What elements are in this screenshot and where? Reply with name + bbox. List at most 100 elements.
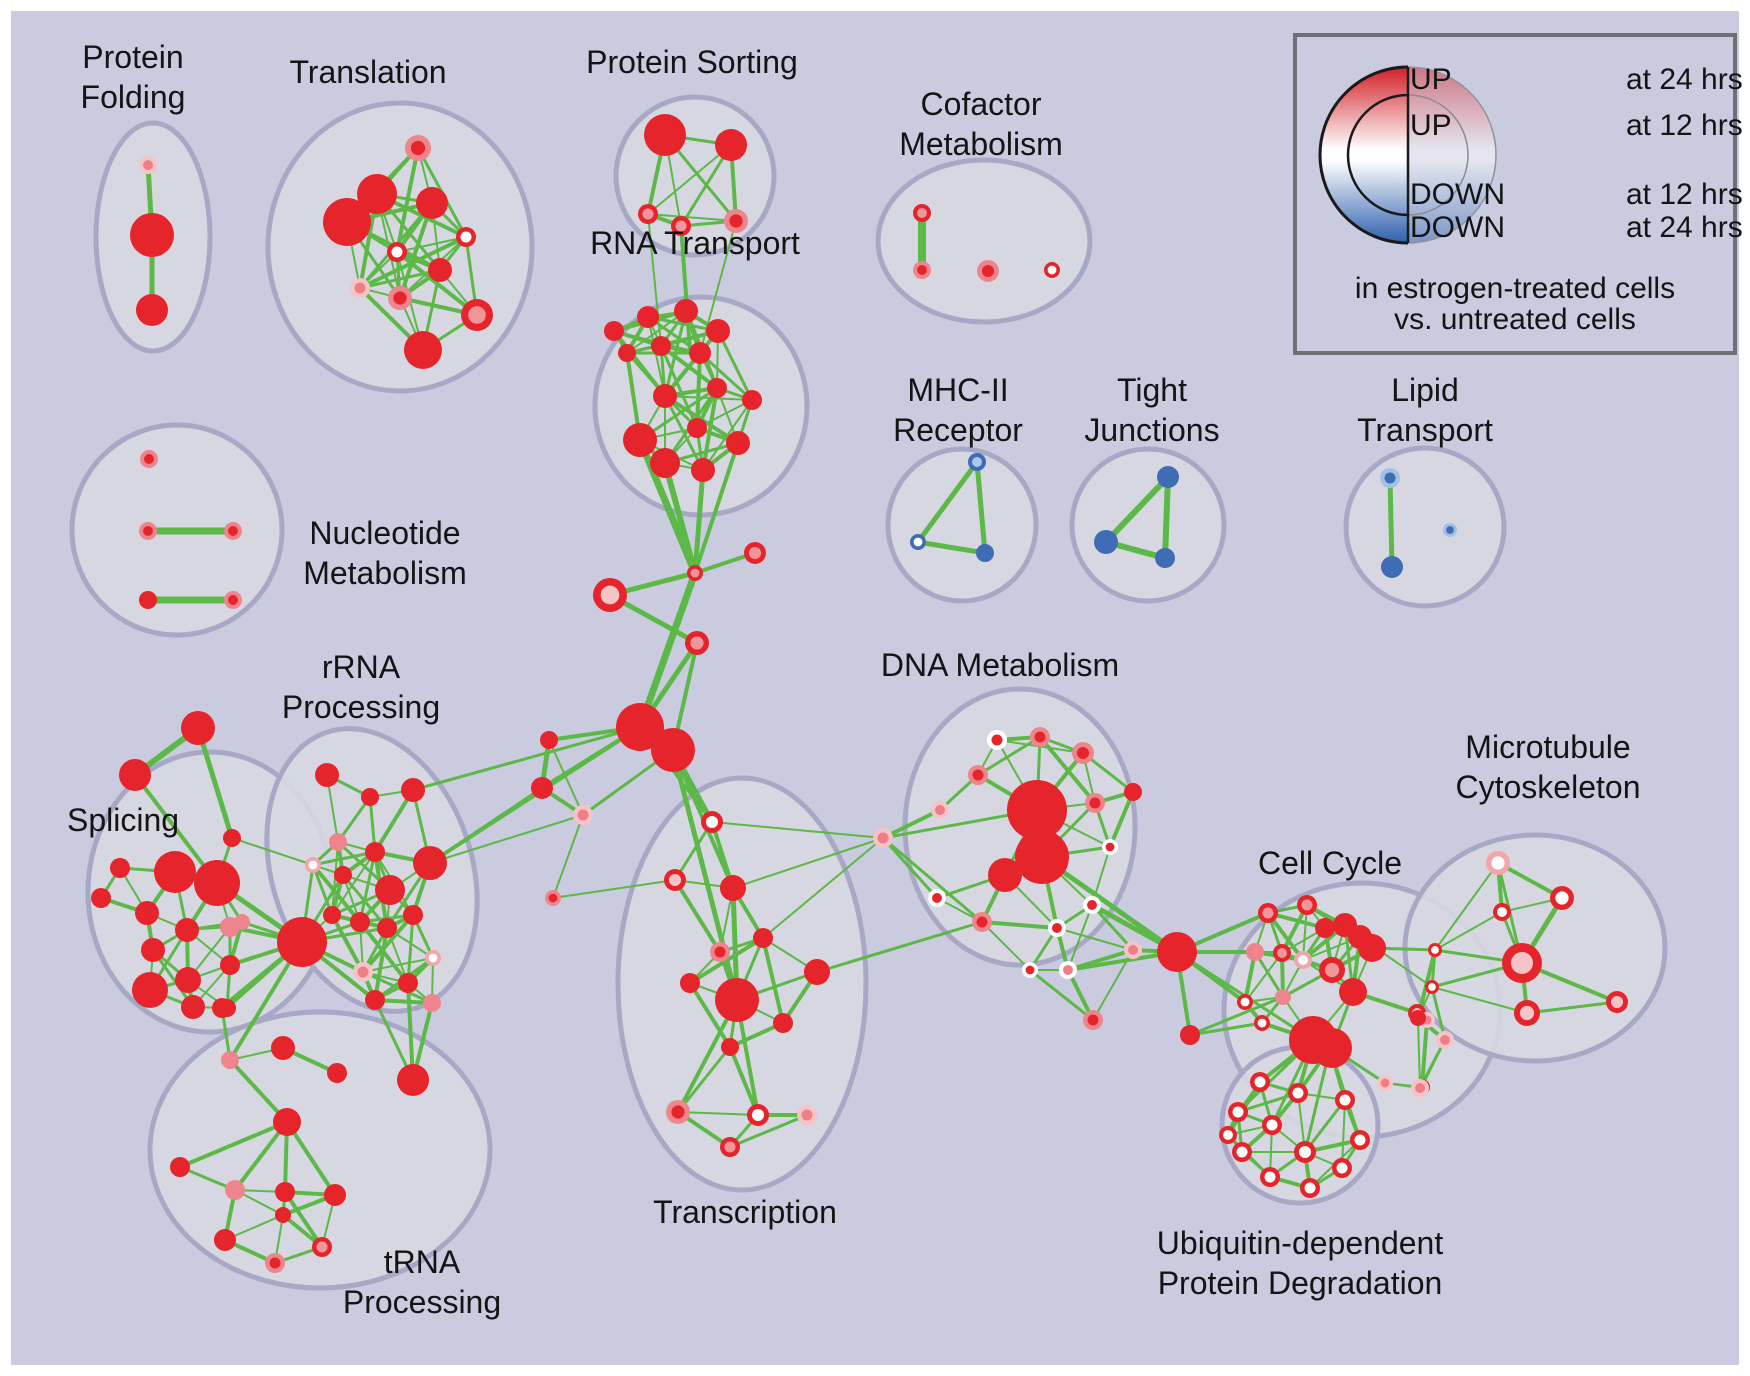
network-edge — [1039, 854, 1180, 955]
network-node-rrna-processing — [305, 857, 321, 873]
network-node-ubiquitin-degradation — [1288, 1083, 1308, 1103]
network-node-connectors — [685, 631, 709, 655]
network-node-rrna-processing — [401, 778, 425, 802]
network-node-translation — [404, 331, 442, 369]
network-node-protein-sorting — [644, 114, 686, 156]
network-edge — [195, 725, 235, 841]
network-node-rna-transport — [742, 390, 762, 410]
network-node-rrna-processing — [398, 973, 418, 993]
network-node-microtubule-cytoskeleton — [1550, 886, 1574, 910]
network-edge — [1103, 474, 1171, 545]
network-node-translation — [350, 278, 370, 298]
network-node-microtubule-cytoskeleton — [1436, 1031, 1454, 1049]
network-node-rrna-processing — [423, 994, 441, 1012]
network-node-rrna-processing — [277, 917, 327, 967]
network-edge — [915, 539, 988, 556]
network-node-rna-transport — [637, 306, 659, 328]
network-node-trna-processing — [273, 1108, 301, 1136]
cluster-label-protein-sorting: Protein Sorting — [586, 44, 798, 80]
cluster-lipid-transport — [1343, 445, 1507, 609]
cluster-label-cell-cycle: Cell Cycle — [1258, 845, 1402, 881]
network-edge — [636, 436, 699, 577]
network-node-translation — [387, 242, 407, 262]
network-node-rna-transport — [689, 342, 711, 364]
network-edge — [1108, 791, 1135, 848]
network-edge — [761, 937, 785, 1024]
network-node-trna-processing — [275, 1207, 291, 1223]
network-node-translation — [323, 198, 371, 246]
cluster-label-cofactor-metabolism: Cofactor Metabolism — [899, 86, 1063, 162]
network-edge — [701, 387, 719, 471]
network-edge — [977, 735, 1041, 777]
network-node-trna-processing — [271, 1036, 295, 1060]
network-node-nucleotide-metabolism — [224, 591, 242, 609]
network-node-microtubule-cytoskeleton — [1493, 903, 1511, 921]
network-node-protein-folding — [139, 156, 157, 174]
legend-time: at 12 hrs — [1626, 109, 1743, 142]
network-node-rna-transport — [604, 321, 624, 341]
network-node-connectors — [616, 703, 664, 751]
network-node-splicing — [141, 938, 165, 962]
network-node-connectors — [687, 565, 703, 581]
network-node-connectors — [545, 890, 561, 906]
network-node-cell-cycle — [1254, 1015, 1270, 1031]
cluster-label-dna-metabolism: DNA Metabolism — [881, 647, 1119, 683]
network-node-transcription — [701, 811, 723, 833]
network-edge — [688, 981, 732, 1049]
network-node-rrna-processing — [365, 842, 385, 862]
network-edge — [552, 879, 676, 899]
network-node-nucleotide-metabolism — [140, 450, 158, 468]
network-node-dna-metabolism — [1015, 830, 1069, 884]
network-node-connectors — [1180, 1025, 1200, 1045]
network-edge — [396, 236, 467, 253]
network-node-translation — [416, 187, 448, 219]
network-node-microtubule-cytoskeleton — [1502, 943, 1542, 983]
network-node-connectors — [181, 711, 215, 745]
network-edge — [178, 1120, 289, 1169]
network-node-rrna-processing — [403, 905, 423, 925]
network-edge — [1056, 927, 1134, 951]
network-node-transcription — [710, 942, 730, 962]
legend-row-down-24: DOWN at 24 hrs — [1410, 211, 1743, 245]
network-node-splicing — [91, 888, 111, 908]
network-node-mhc-ii-receptor — [968, 453, 986, 471]
cluster-label-mhc-ii-receptor: MHC-II Receptor — [893, 372, 1023, 448]
network-node-dna-metabolism — [1083, 896, 1101, 914]
network-node-dna-metabolism — [1059, 961, 1077, 979]
network-edge — [1525, 1000, 1619, 1015]
network-node-protein-folding — [130, 213, 174, 257]
network-node-protein-sorting — [638, 204, 658, 224]
network-edge — [881, 836, 984, 924]
network-node-transcription — [680, 973, 700, 993]
network-node-dna-metabolism — [1007, 780, 1067, 840]
legend-direction: DOWN — [1410, 211, 1505, 244]
network-edge — [373, 788, 415, 854]
network-node-cell-cycle — [1315, 918, 1335, 938]
network-edge — [728, 1046, 760, 1116]
network-node-ubiquitin-degradation — [1332, 1158, 1352, 1178]
network-node-ubiquitin-degradation — [1300, 1178, 1320, 1198]
network-node-rna-transport — [651, 336, 671, 356]
network-node-tight-junctions — [1157, 466, 1179, 488]
cluster-label-lipid-transport: Lipid Transport — [1357, 372, 1493, 448]
network-node-rrna-processing — [361, 788, 379, 806]
network-node-cell-cycle — [1294, 951, 1312, 969]
cluster-label-splicing: Splicing — [67, 802, 179, 838]
cluster-label-trna-processing: tRNA Processing — [343, 1244, 501, 1320]
network-edge — [1417, 1017, 1421, 1089]
network-node-cofactor-metabolism — [1044, 262, 1060, 278]
network-node-cell-cycle — [1319, 957, 1345, 983]
network-node-connectors — [119, 759, 151, 791]
network-node-dna-metabolism — [987, 730, 1007, 750]
network-node-connectors — [223, 829, 241, 847]
network-node-dna-metabolism — [988, 858, 1022, 892]
cluster-label-protein-folding: Protein Folding — [81, 39, 186, 115]
network-node-connectors — [873, 828, 893, 848]
network-node-connectors — [573, 805, 593, 825]
network-node-transcription — [721, 1038, 739, 1056]
network-edge — [1387, 475, 1395, 570]
cluster-mhc-ii-receptor — [885, 446, 1039, 604]
network-edge — [698, 351, 754, 402]
network-node-ubiquitin-degradation — [1260, 1167, 1280, 1187]
